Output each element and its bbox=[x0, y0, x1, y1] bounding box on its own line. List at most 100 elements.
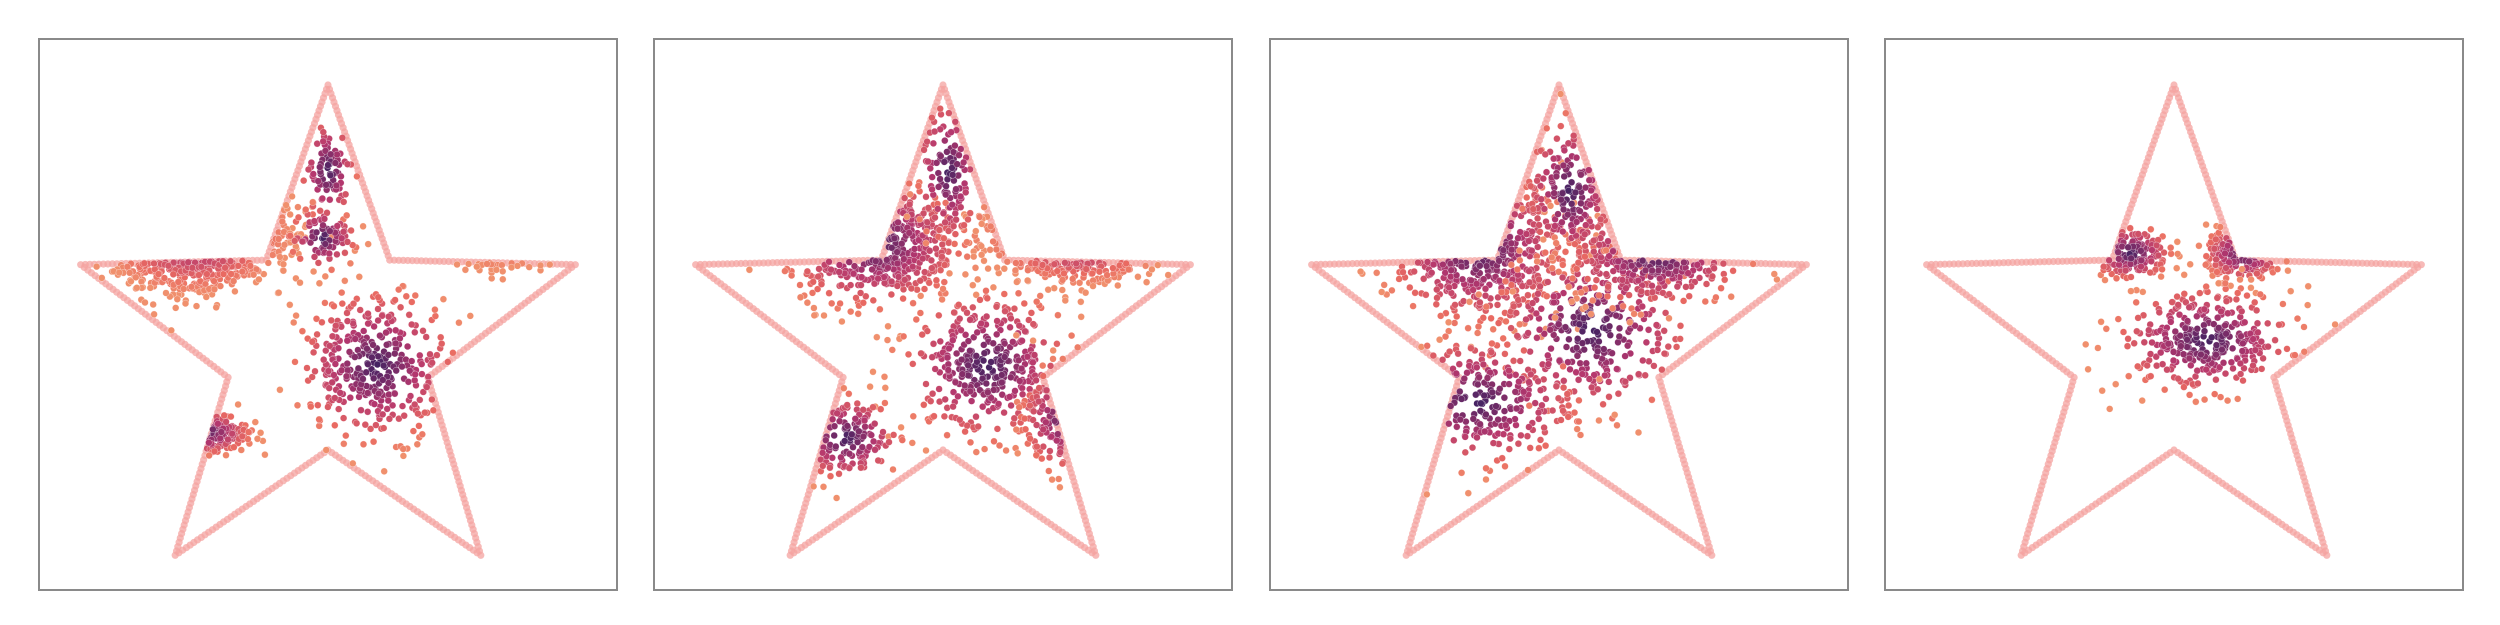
data-point bbox=[909, 262, 917, 271]
data-point bbox=[1574, 376, 1583, 384]
data-point bbox=[336, 389, 344, 397]
data-point bbox=[1581, 303, 1590, 311]
data-point bbox=[857, 281, 865, 289]
data-point bbox=[1564, 401, 1573, 410]
data-point bbox=[222, 418, 230, 426]
data-point bbox=[1645, 357, 1653, 365]
data-point bbox=[1042, 418, 1050, 426]
data-point bbox=[869, 437, 878, 446]
data-point bbox=[1554, 210, 1562, 218]
data-point bbox=[980, 349, 989, 357]
data-point bbox=[1507, 222, 1515, 230]
data-point bbox=[312, 315, 321, 323]
data-point bbox=[1583, 275, 1592, 283]
data-point bbox=[1011, 387, 1019, 395]
data-point bbox=[860, 416, 869, 425]
data-point bbox=[905, 179, 913, 188]
data-point bbox=[1012, 425, 1020, 434]
data-point bbox=[1648, 288, 1657, 296]
data-point bbox=[1021, 425, 1030, 433]
data-point bbox=[369, 438, 378, 446]
data-point bbox=[1114, 281, 1122, 290]
data-point bbox=[1445, 327, 1453, 335]
data-point bbox=[1473, 363, 1481, 372]
data-point bbox=[1447, 402, 1455, 410]
data-point bbox=[943, 148, 951, 156]
data-point bbox=[140, 259, 148, 267]
data-point bbox=[1454, 350, 1462, 358]
data-point bbox=[234, 400, 242, 409]
data-point bbox=[1475, 290, 1483, 299]
data-point bbox=[957, 203, 965, 211]
data-point bbox=[1380, 281, 1388, 289]
data-point bbox=[428, 359, 436, 367]
data-point bbox=[837, 281, 845, 289]
data-point bbox=[1552, 239, 1560, 247]
data-point bbox=[355, 273, 363, 281]
data-point bbox=[202, 293, 210, 301]
data-point bbox=[993, 425, 1002, 433]
data-point bbox=[384, 396, 392, 405]
data-point bbox=[908, 439, 916, 447]
data-point bbox=[916, 277, 924, 285]
data-point bbox=[960, 179, 969, 188]
data-point bbox=[307, 402, 315, 411]
data-point bbox=[1702, 280, 1711, 288]
data-point bbox=[1496, 385, 1504, 393]
data-point bbox=[1536, 386, 1545, 394]
data-point bbox=[164, 262, 173, 270]
data-point bbox=[343, 309, 351, 317]
data-point bbox=[869, 403, 877, 411]
data-point bbox=[1032, 376, 1040, 384]
data-point bbox=[1523, 432, 1532, 440]
data-point bbox=[1495, 257, 1503, 265]
data-point bbox=[1559, 407, 1567, 415]
data-point bbox=[229, 277, 238, 285]
data-point bbox=[975, 213, 984, 221]
data-point bbox=[826, 464, 834, 472]
data-point bbox=[1457, 469, 1466, 477]
data-point bbox=[1481, 285, 1490, 293]
data-point bbox=[1511, 210, 1519, 218]
data-point bbox=[980, 341, 988, 349]
data-point bbox=[251, 418, 259, 426]
data-point bbox=[1595, 375, 1604, 383]
data-point bbox=[1605, 393, 1613, 401]
data-point bbox=[449, 349, 457, 357]
data-point bbox=[1481, 427, 1489, 436]
data-point bbox=[1035, 397, 1043, 406]
data-point bbox=[419, 327, 427, 335]
data-point bbox=[822, 436, 830, 444]
data-point bbox=[1555, 320, 1563, 328]
data-point bbox=[180, 285, 188, 293]
data-point bbox=[922, 380, 930, 388]
data-point bbox=[1673, 282, 1682, 291]
data-point bbox=[388, 401, 397, 410]
data-point bbox=[1444, 318, 1453, 326]
data-point bbox=[291, 237, 299, 245]
data-point bbox=[976, 296, 984, 304]
data-point bbox=[1570, 313, 1578, 321]
data-point bbox=[1558, 218, 1566, 226]
data-point bbox=[1461, 433, 1469, 441]
data-point bbox=[1614, 257, 1622, 265]
data-point bbox=[1437, 312, 1445, 320]
data-point bbox=[246, 262, 255, 270]
data-point bbox=[238, 432, 246, 440]
data-point bbox=[291, 358, 299, 366]
data-point bbox=[1507, 324, 1515, 332]
data-point bbox=[369, 341, 377, 349]
data-point bbox=[956, 192, 965, 201]
data-point bbox=[1525, 423, 1533, 431]
data-point bbox=[921, 268, 929, 276]
data-point bbox=[1564, 211, 1572, 219]
data-point bbox=[919, 209, 928, 218]
data-point bbox=[227, 412, 235, 421]
data-point bbox=[1518, 282, 1526, 290]
data-point bbox=[808, 289, 817, 297]
data-point bbox=[1665, 314, 1673, 322]
data-point bbox=[1446, 260, 1455, 268]
data-point bbox=[1029, 337, 1037, 345]
data-point bbox=[1056, 448, 1064, 456]
data-point bbox=[1685, 292, 1693, 300]
